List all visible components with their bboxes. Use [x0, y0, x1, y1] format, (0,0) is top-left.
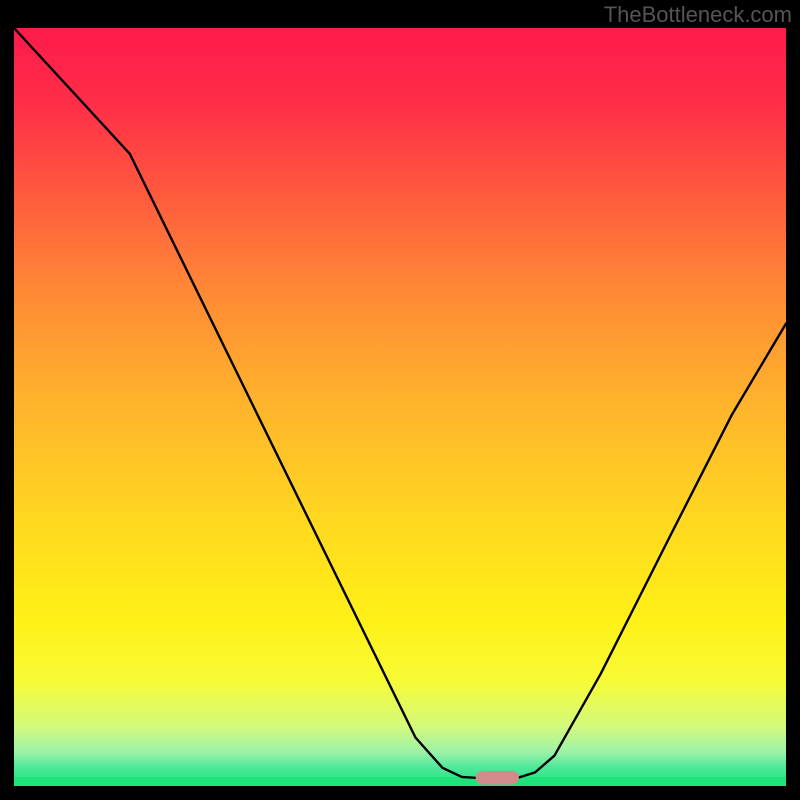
chart-frame: TheBottleneck.com	[0, 0, 800, 800]
bottleneck-curve	[14, 28, 786, 786]
optimal-marker	[476, 771, 519, 785]
watermark-text: TheBottleneck.com	[604, 2, 792, 28]
plot-area	[14, 28, 786, 786]
curve-path	[14, 28, 786, 778]
